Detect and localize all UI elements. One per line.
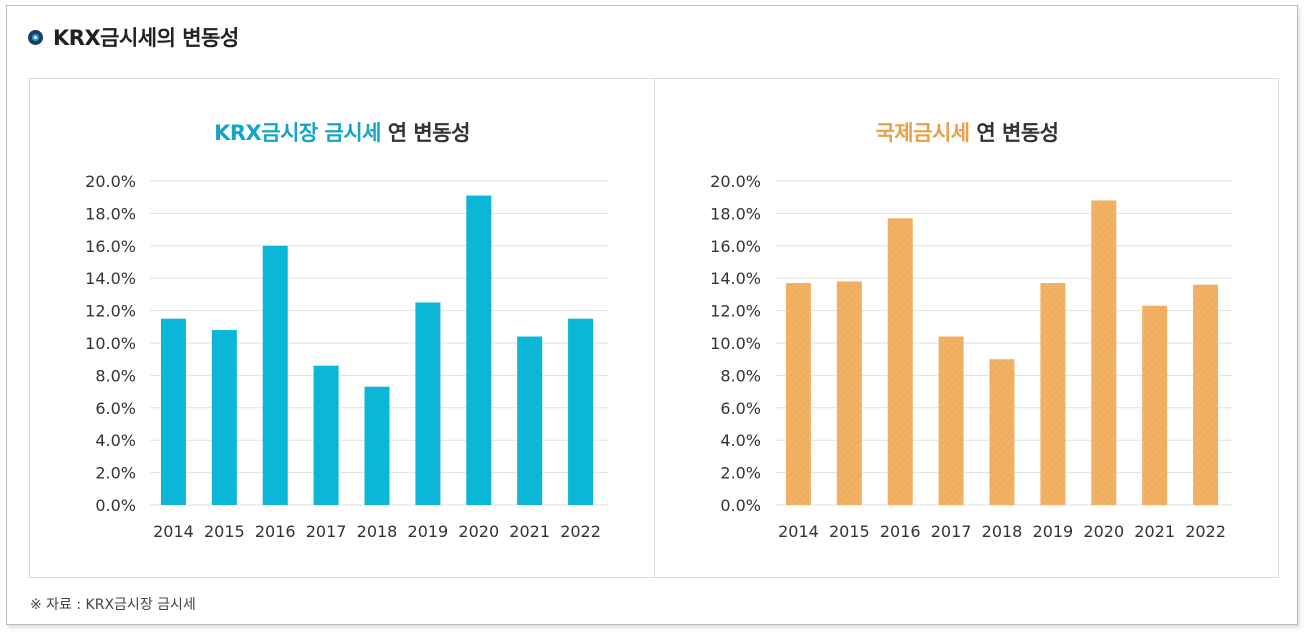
chart-title-rest: 연 변동성 [969, 121, 1059, 145]
chart-plot: 0.0% 2.0% 4.0% 6.0% 8.0% 10.0% 12.0% 14.0% 16.0%… [85, 172, 608, 541]
bar-2016 [262, 245, 288, 506]
y-tick-label: 0.0% [720, 496, 761, 515]
circle-bullet-icon [28, 29, 43, 45]
y-tick-label: 6.0% [720, 399, 761, 418]
y-tick-label: 4.0% [720, 431, 761, 450]
x-tick-label: 2015 [204, 522, 245, 541]
y-tick-label: 12.0% [710, 302, 761, 321]
y-tick-label: 10.0% [85, 334, 136, 353]
source-note: ※ 자료 : KRX금시장 금시세 [30, 597, 196, 613]
chart-title-highlight: KRX금시장 금시세 [214, 121, 381, 145]
bar-2016 [887, 218, 913, 505]
y-tick-label: 14.0% [710, 269, 761, 288]
panel-divider [654, 79, 655, 577]
bar-2021 [517, 336, 543, 505]
x-tick-label: 2021 [1134, 522, 1175, 541]
x-tick-label: 2020 [458, 522, 499, 541]
krx-volatility-chart: KRX금시장 금시세 연 변동성 0.0% 2.0% 4.0% 6.0% 8.0% 10.… [30, 79, 654, 577]
bar-2021 [1142, 305, 1168, 505]
x-tick-label: 2019 [408, 522, 449, 541]
x-tick-label: 2020 [1083, 522, 1124, 541]
y-tick-label: 18.0% [85, 204, 136, 223]
y-tick-label: 8.0% [720, 366, 761, 385]
y-tick-label: 0.0% [95, 496, 136, 515]
y-tick-label: 18.0% [710, 204, 761, 223]
chart-title: 국제금시세 연 변동성 [655, 117, 1279, 147]
bar-2017 [313, 365, 339, 505]
x-tick-label: 2019 [1033, 522, 1074, 541]
bar-2022 [1193, 284, 1219, 505]
bar-2015 [211, 330, 237, 505]
y-tick-label: 16.0% [85, 237, 136, 256]
y-tick-label: 4.0% [95, 431, 136, 450]
y-tick-label: 14.0% [85, 269, 136, 288]
x-tick-label: 2016 [880, 522, 921, 541]
x-tick-label: 2018 [982, 522, 1023, 541]
bar-2020 [1091, 200, 1117, 505]
x-tick-label: 2017 [931, 522, 972, 541]
y-tick-label: 10.0% [710, 334, 761, 353]
bar-2019 [415, 302, 441, 505]
y-tick-label: 16.0% [710, 237, 761, 256]
international-volatility-chart: 국제금시세 연 변동성 0.0% 2.0% 4.0% 6.0% 8.0% 10.0% 12.… [655, 79, 1279, 577]
x-tick-label: 2022 [560, 522, 601, 541]
bar-2018 [989, 359, 1015, 505]
x-tick-label: 2021 [509, 522, 550, 541]
x-tick-label: 2014 [153, 522, 194, 541]
x-tick-label: 2022 [1185, 522, 1226, 541]
chart-title-rest: 연 변동성 [380, 121, 471, 145]
bar-2020 [466, 195, 492, 505]
section-header: KRX금시세의 변동성 [28, 22, 239, 52]
bar-2017 [938, 336, 964, 505]
x-tick-label: 2017 [306, 522, 347, 541]
x-tick-label: 2016 [255, 522, 296, 541]
x-tick-label: 2018 [357, 522, 398, 541]
y-tick-label: 2.0% [720, 464, 761, 483]
bar-2022 [568, 318, 594, 505]
y-tick-label: 6.0% [95, 399, 136, 418]
bar-2014 [160, 318, 186, 505]
bar-2018 [364, 386, 390, 505]
bar-2014 [785, 283, 811, 505]
bar-2019 [1040, 283, 1066, 505]
charts-panel: KRX금시장 금시세 연 변동성 0.0% 2.0% 4.0% 6.0% 8.0% 10.… [29, 78, 1279, 578]
chart-title: KRX금시장 금시세 연 변동성 [30, 117, 654, 147]
x-tick-label: 2015 [829, 522, 870, 541]
chart-title-highlight: 국제금시세 [875, 121, 970, 145]
y-tick-label: 20.0% [710, 172, 761, 191]
y-tick-label: 2.0% [95, 464, 136, 483]
y-tick-label: 12.0% [85, 302, 136, 321]
bar-2015 [836, 281, 862, 505]
x-tick-label: 2014 [778, 522, 819, 541]
chart-plot: 0.0% 2.0% 4.0% 6.0% 8.0% 10.0% 12.0% 14.0% 16.0%… [710, 172, 1233, 541]
y-tick-label: 8.0% [95, 366, 136, 385]
y-tick-label: 20.0% [85, 172, 136, 191]
section-title: KRX금시세의 변동성 [53, 26, 239, 50]
